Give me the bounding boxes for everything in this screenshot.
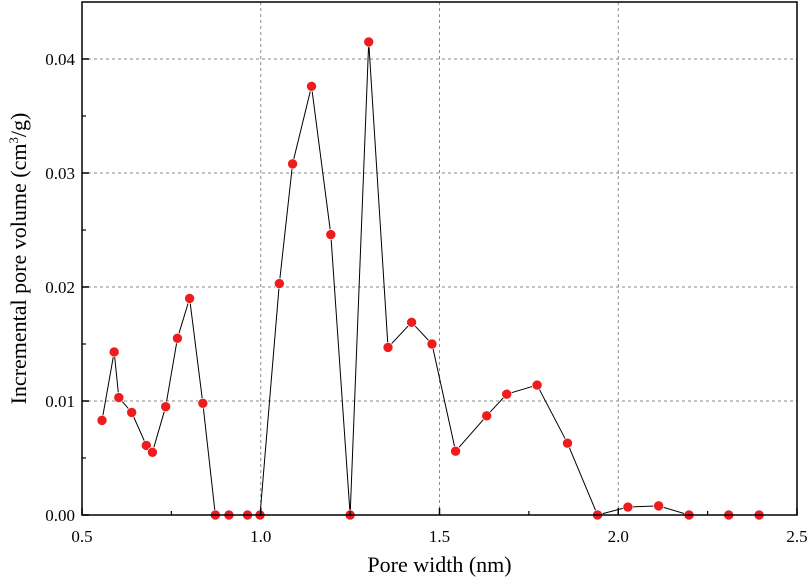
data-point <box>306 81 317 92</box>
data-point <box>108 346 120 358</box>
data-point <box>426 338 438 350</box>
data-point <box>287 158 298 170</box>
data-point <box>172 332 183 344</box>
y-axis-title-suffix: /g) <box>6 113 31 137</box>
data-points <box>96 36 765 521</box>
y-axis-title: Incremental pore volume (cm3/g) <box>6 113 31 405</box>
x-tick-labels: 0.5 1.0 1.5 2.0 2.5 <box>71 527 807 546</box>
data-point <box>274 278 285 289</box>
y-tick-label: 0.01 <box>45 392 75 411</box>
series-line-layer <box>101 41 760 516</box>
data-point <box>531 379 543 391</box>
data-point <box>126 407 137 418</box>
y-tick-label: 0.04 <box>45 50 75 69</box>
data-point <box>382 342 394 353</box>
data-point <box>147 446 158 458</box>
x-tick-label: 1.5 <box>429 527 450 546</box>
x-axis-title: Pore width (nm) <box>367 552 511 577</box>
data-point <box>363 36 375 48</box>
x-tick-label: 1.0 <box>250 527 271 546</box>
y-tick-label: 0.02 <box>45 278 75 297</box>
ticks <box>81 58 798 516</box>
grid <box>82 2 797 515</box>
data-point <box>184 293 195 304</box>
series-line <box>101 41 760 516</box>
data-point <box>450 445 461 457</box>
data-point <box>406 317 417 328</box>
x-tick-label: 2.5 <box>786 527 807 546</box>
data-point <box>113 392 125 403</box>
data-point <box>197 397 209 409</box>
data-point <box>96 415 108 426</box>
data-point <box>501 388 513 400</box>
data-point <box>160 401 171 413</box>
y-tick-label: 0.00 <box>45 506 75 525</box>
y-axis-title-superscript: 3 <box>6 137 21 144</box>
y-tick-label: 0.03 <box>45 164 75 183</box>
y-axis-title-prefix: Incremental pore volume (cm <box>6 144 31 405</box>
data-point <box>622 501 634 513</box>
data-point <box>481 410 492 422</box>
data-point <box>325 229 337 240</box>
x-tick-label: 2.0 <box>608 527 629 546</box>
data-point <box>562 437 573 449</box>
data-point <box>653 500 664 512</box>
data-point <box>141 440 152 451</box>
x-tick-label: 0.5 <box>71 527 92 546</box>
y-tick-labels: 0.00 0.01 0.02 0.03 0.04 <box>45 50 75 525</box>
